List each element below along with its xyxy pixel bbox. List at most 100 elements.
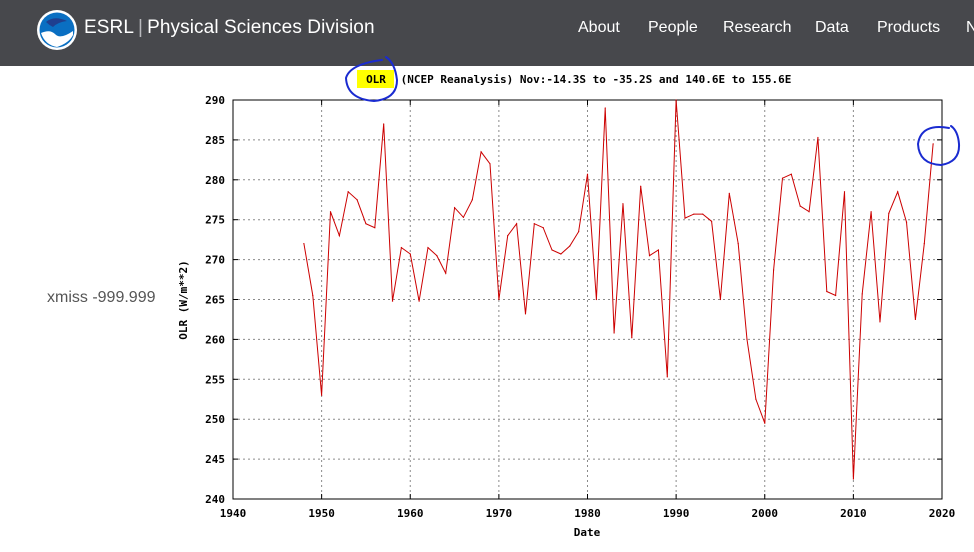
data-point (586, 173, 589, 175)
data-point (852, 478, 854, 480)
data-point (808, 211, 810, 213)
y-tick-label: 280 (205, 174, 225, 187)
data-point (648, 255, 651, 257)
x-tick-label: 1980 (574, 507, 601, 520)
site-brand[interactable]: ESRL | Physical Sciences Division (84, 17, 375, 39)
x-axis-label: Date (574, 526, 601, 539)
data-point (755, 398, 757, 400)
data-point (400, 247, 402, 249)
data-point (595, 298, 597, 301)
data-point (622, 203, 624, 205)
data-point (888, 212, 890, 214)
site-header: ESRL | Physical Sciences Division About Pe… (0, 0, 974, 66)
data-point (329, 211, 332, 213)
grid-lines (233, 100, 942, 499)
data-point (462, 216, 465, 218)
data-point (569, 245, 571, 247)
data-point (905, 221, 908, 223)
data-point (498, 298, 500, 301)
y-tick-label: 290 (205, 94, 225, 107)
chart-title: (NCEP Reanalysis) Nov:-14.3S to -35.2S a… (394, 73, 791, 86)
data-point (321, 394, 323, 396)
data-point (409, 253, 411, 255)
data-point (826, 290, 828, 293)
y-tick-label: 275 (205, 214, 225, 227)
nav-more-truncated[interactable]: N (966, 19, 974, 36)
data-point (507, 235, 509, 237)
data-point (560, 253, 562, 255)
y-tick-label: 270 (205, 254, 225, 267)
data-point (640, 185, 642, 187)
y-tick-label: 260 (205, 333, 225, 346)
x-tick-label: 1940 (220, 507, 247, 520)
y-tick-label: 250 (205, 413, 225, 426)
data-point (453, 207, 456, 209)
data-point (675, 99, 677, 101)
data-point (445, 272, 447, 274)
data-point (835, 294, 837, 297)
series-line-olr (303, 99, 934, 480)
data-point (383, 123, 385, 125)
data-point (799, 205, 801, 207)
main-nav: About People Research Data Products N (0, 19, 974, 43)
data-point (613, 332, 615, 334)
data-point (914, 318, 917, 321)
data-point (303, 243, 305, 245)
handdrawn-circle-title (344, 56, 399, 103)
data-point (436, 255, 438, 257)
data-point (471, 199, 473, 201)
data-point (551, 249, 553, 251)
nav-research[interactable]: Research (723, 19, 792, 36)
y-tick-label: 265 (205, 294, 225, 307)
data-point (489, 163, 491, 165)
y-tick-label: 255 (205, 373, 225, 386)
data-point (693, 213, 695, 215)
data-point (312, 294, 314, 297)
data-point (923, 243, 925, 245)
data-point (684, 217, 686, 219)
nav-products[interactable]: Products (877, 19, 941, 36)
series-group (303, 99, 934, 480)
data-point (542, 227, 544, 229)
data-point (666, 376, 668, 378)
xmiss-label: xmiss -999.999 (47, 289, 156, 306)
data-point (516, 223, 518, 225)
title-highlight-box (357, 70, 394, 88)
data-point (897, 191, 899, 193)
data-point (728, 192, 730, 194)
data-point (356, 199, 358, 201)
data-point (604, 107, 606, 109)
nav-data[interactable]: Data (815, 19, 849, 36)
data-point (737, 243, 739, 245)
x-tick-label: 2010 (840, 507, 867, 520)
data-point (657, 249, 660, 251)
y-tick-label: 240 (205, 493, 225, 506)
data-point (533, 223, 535, 225)
data-point (702, 213, 704, 215)
y-axis-label: OLR (W/m**2) (177, 260, 190, 339)
noaa-logo-icon[interactable] (36, 9, 78, 51)
x-tick-label: 2020 (929, 507, 956, 520)
data-point (879, 321, 881, 323)
y-tick-label: 285 (205, 134, 225, 147)
brand-separator: | (138, 17, 144, 38)
data-point (338, 235, 340, 237)
data-point (870, 211, 872, 213)
data-point (817, 136, 819, 139)
data-point (480, 151, 482, 153)
chart-title-highlight: OLR (366, 73, 386, 86)
data-point (764, 422, 766, 424)
data-point (418, 300, 420, 302)
handdrawn-circle-endpoint (916, 125, 961, 167)
data-point (781, 177, 784, 179)
data-point (347, 191, 349, 193)
nav-people[interactable]: People (648, 19, 698, 36)
data-point (578, 231, 580, 233)
data-point (790, 173, 792, 175)
data-point (843, 191, 846, 193)
nav-about[interactable]: About (578, 19, 620, 36)
x-tick-label: 2000 (752, 507, 779, 520)
data-point (391, 300, 394, 302)
axis-ticks (232, 99, 943, 500)
